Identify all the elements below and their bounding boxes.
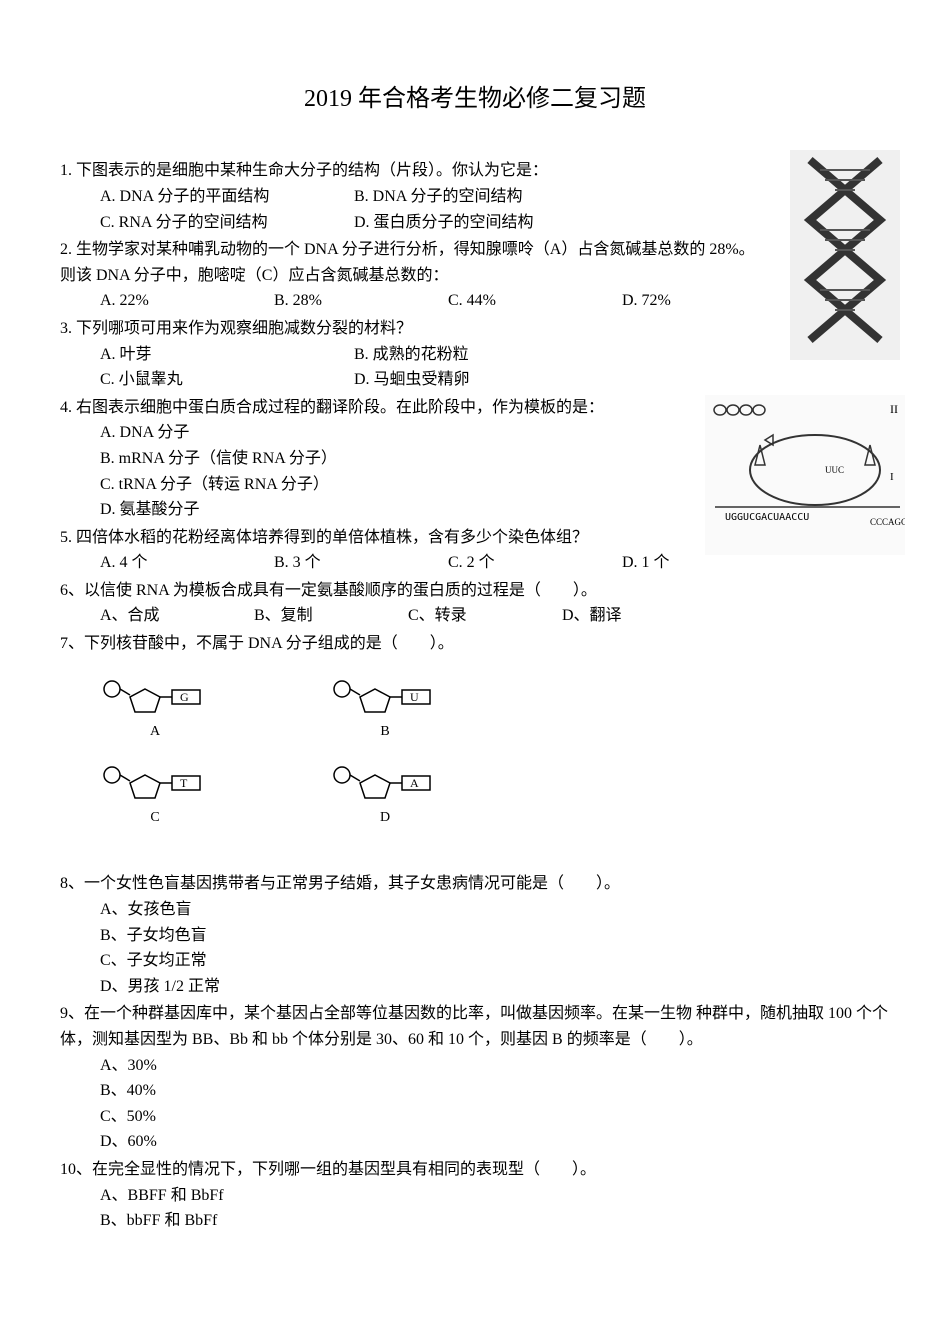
svg-text:UUC: UUC xyxy=(825,465,844,475)
question-7: 7、下列核苷酸中，不属于 DNA 分子组成的是（ ）。 G A xyxy=(60,631,890,869)
question-text: 7、下列核苷酸中，不属于 DNA 分子组成的是（ ）。 xyxy=(60,631,890,657)
nucleotide-b: U B xyxy=(330,677,440,743)
option-d: D. 72% xyxy=(622,288,752,314)
option-b: B. 28% xyxy=(274,288,404,314)
base-label: A xyxy=(410,776,419,790)
option-d: D、翻译 xyxy=(562,603,672,629)
question-text: 4. 右图表示细胞中蛋白质合成过程的翻译阶段。在此阶段中，作为模板的是： xyxy=(60,395,700,421)
option-a: A. 叶芽 xyxy=(100,342,350,368)
question-text: 10、在完全显性的情况下，下列哪一组的基因型具有相同的表现型（ ）。 xyxy=(60,1157,890,1183)
option-a: A、女孩色盲 xyxy=(100,897,890,923)
mrna-sequence: UGGUCGACUAACCU xyxy=(725,512,809,523)
option-d: D. 蛋白质分子的空间结构 xyxy=(354,210,604,236)
option-c: C、50% xyxy=(100,1104,890,1130)
option-c: C. 44% xyxy=(448,288,578,314)
question-text: 8、一个女性色盲基因携带者与正常男子结婚，其子女患病情况可能是（ ）。 xyxy=(60,871,890,897)
option-b: B、复制 xyxy=(254,603,364,629)
option-a: A、30% xyxy=(100,1053,890,1079)
option-a: A、BBFF 和 BbFf xyxy=(100,1183,890,1209)
option-b: B. 成熟的花粉粒 xyxy=(354,342,604,368)
option-b: B、40% xyxy=(100,1078,890,1104)
dna-helix-figure xyxy=(790,150,900,369)
nucleotide-label: A xyxy=(150,721,160,743)
question-9: 9、在一个种群基因库中，某个基因占全部等位基因数的比率，叫做基因频率。在某一生物… xyxy=(60,1001,890,1155)
nucleotide-d: A D xyxy=(330,763,440,829)
nucleotide-a: G A xyxy=(100,677,210,743)
question-2: 2. 生物学家对某种哺乳动物的一个 DNA 分子进行分析，得知腺嘌呤（A）占含氮… xyxy=(60,237,890,314)
option-c: C. 小鼠睾丸 xyxy=(100,367,350,393)
question-3: 3. 下列哪项可用来作为观察细胞减数分裂的材料？ A. 叶芽 B. 成熟的花粉粒… xyxy=(60,316,890,393)
nucleotide-c: T C xyxy=(100,763,210,829)
option-b: B、bbFF 和 BbFf xyxy=(100,1208,890,1234)
question-8: 8、一个女性色盲基因携带者与正常男子结婚，其子女患病情况可能是（ ）。 A、女孩… xyxy=(60,871,890,999)
option-b: B、子女均色盲 xyxy=(100,923,890,949)
base-label: U xyxy=(410,690,419,704)
question-1: 1. 下图表示的是细胞中某种生命大分子的结构（片段）。你认为它是： A. DNA… xyxy=(60,158,890,235)
question-text: 2. 生物学家对某种哺乳动物的一个 DNA 分子进行分析，得知腺嘌呤（A）占含氮… xyxy=(60,237,760,288)
base-label: T xyxy=(180,776,188,790)
option-a: A. DNA 分子的平面结构 xyxy=(100,184,350,210)
option-b: B. DNA 分子的空间结构 xyxy=(354,184,604,210)
nucleotide-label: B xyxy=(380,721,389,743)
option-c: C、转录 xyxy=(408,603,518,629)
question-6: 6、以信使 RNA 为模板合成具有一定氨基酸顺序的蛋白质的过程是（ ）。 A、合… xyxy=(60,578,890,629)
option-a: A. 22% xyxy=(100,288,230,314)
figure-label-ii: II xyxy=(890,402,898,416)
option-d: D. 马蛔虫受精卵 xyxy=(354,367,604,393)
option-d: D、60% xyxy=(100,1129,890,1155)
option-b: B. 3 个 xyxy=(274,550,404,576)
question-text: 3. 下列哪项可用来作为观察细胞减数分裂的材料？ xyxy=(60,316,890,342)
option-c: C. RNA 分子的空间结构 xyxy=(100,210,350,236)
option-c: C. 2 个 xyxy=(448,550,578,576)
option-a: A. 4 个 xyxy=(100,550,230,576)
nucleotide-label: C xyxy=(150,807,159,829)
translation-figure: II UUC UGGUCGACUAACCU CCCAGG I xyxy=(705,395,905,564)
option-a: A、合成 xyxy=(100,603,210,629)
question-text: 1. 下图表示的是细胞中某种生命大分子的结构（片段）。你认为它是： xyxy=(60,158,890,184)
question-text: 9、在一个种群基因库中，某个基因占全部等位基因数的比率，叫做基因频率。在某一生物… xyxy=(60,1001,890,1052)
question-text: 6、以信使 RNA 为模板合成具有一定氨基酸顺序的蛋白质的过程是（ ）。 xyxy=(60,578,890,604)
page-title: 2019 年合格考生物必修二复习题 xyxy=(60,80,890,118)
option-d: D、男孩 1/2 正常 xyxy=(100,974,890,1000)
svg-text:CCCAGG: CCCAGG xyxy=(870,517,905,527)
svg-text:I: I xyxy=(890,471,894,483)
question-10: 10、在完全显性的情况下，下列哪一组的基因型具有相同的表现型（ ）。 A、BBF… xyxy=(60,1157,890,1234)
nucleotide-diagram: G A U B xyxy=(60,657,890,870)
base-label: G xyxy=(180,690,189,704)
nucleotide-label: D xyxy=(380,807,390,829)
option-c: C、子女均正常 xyxy=(100,948,890,974)
